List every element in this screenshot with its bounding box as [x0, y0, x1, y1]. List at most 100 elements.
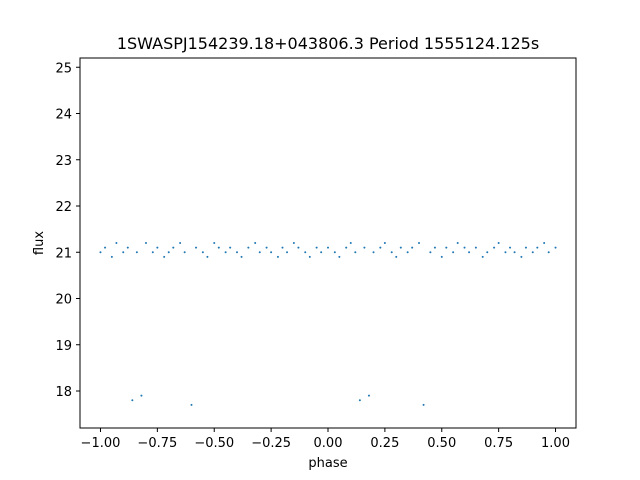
data-point — [390, 251, 393, 254]
data-point — [297, 246, 300, 249]
data-point — [520, 255, 523, 258]
data-point — [379, 246, 382, 249]
y-tick-label: 22 — [55, 200, 72, 215]
data-point — [543, 242, 546, 244]
data-point — [122, 251, 125, 254]
data-point — [354, 251, 357, 254]
data-point — [281, 246, 284, 249]
x-tick-label: −0.50 — [194, 436, 234, 451]
data-point — [110, 255, 113, 258]
data-point — [254, 242, 257, 244]
data-point — [247, 246, 250, 249]
data-point — [411, 246, 414, 249]
data-point — [183, 251, 186, 254]
x-tick-label: 0.25 — [370, 436, 399, 451]
data-point — [481, 255, 484, 258]
x-tick-label: 1.00 — [541, 436, 570, 451]
data-point — [422, 403, 425, 406]
data-point — [320, 251, 323, 254]
y-axis-label: flux — [32, 231, 47, 255]
y-tick-label: 25 — [55, 61, 72, 76]
data-point — [190, 403, 193, 406]
data-point — [304, 251, 307, 254]
data-point — [217, 246, 220, 249]
data-point — [308, 255, 311, 258]
x-axis-label: phase — [308, 456, 347, 471]
x-tick-label: −0.75 — [137, 436, 177, 451]
data-point — [372, 251, 375, 254]
x-axis-ticks: −1.00 −0.75 −0.50 −0.25 0.00 0.25 0.50 0.75 1.00 — [81, 428, 570, 451]
data-point — [358, 399, 361, 402]
data-point — [474, 246, 477, 249]
data-point — [363, 246, 366, 249]
data-point — [531, 251, 534, 254]
chart-title: 1SWASPJ154239.18+043806.3 Period 1555124… — [117, 34, 539, 53]
data-point — [131, 399, 134, 402]
data-point — [179, 242, 182, 244]
plot-area — [80, 58, 576, 428]
data-point — [395, 255, 398, 258]
data-point — [270, 251, 273, 254]
data-point — [265, 246, 268, 249]
data-point — [554, 246, 557, 249]
data-point — [258, 251, 261, 254]
y-tick-label: 21 — [55, 246, 72, 261]
data-point — [493, 246, 496, 249]
data-point — [536, 246, 539, 249]
data-point — [126, 246, 129, 249]
y-axis-ticks: 18 19 20 21 22 23 24 25 — [55, 61, 80, 400]
data-point — [224, 251, 227, 254]
data-point — [429, 251, 432, 254]
data-point — [140, 394, 143, 397]
data-point — [468, 251, 471, 254]
data-point — [333, 251, 336, 254]
data-point — [286, 251, 289, 254]
data-point — [345, 246, 348, 249]
data-point — [486, 251, 489, 254]
data-point — [463, 246, 466, 249]
data-point — [456, 242, 459, 244]
data-point — [206, 255, 209, 258]
data-point — [440, 255, 443, 258]
y-tick-label: 19 — [55, 339, 72, 354]
x-tick-label: 0.75 — [484, 436, 513, 451]
data-point — [144, 242, 147, 244]
data-point — [509, 246, 512, 249]
data-point — [513, 251, 516, 254]
data-point — [172, 246, 175, 249]
data-point — [115, 242, 118, 244]
data-point — [240, 255, 243, 258]
data-point — [135, 251, 138, 254]
data-point — [452, 251, 455, 254]
data-point — [292, 242, 295, 244]
data-point — [276, 255, 279, 258]
data-point — [418, 242, 421, 244]
data-point — [99, 251, 102, 254]
data-point — [195, 246, 198, 249]
data-point — [338, 255, 341, 258]
data-point — [235, 251, 238, 254]
data-point — [163, 255, 166, 258]
data-point — [504, 251, 507, 254]
y-tick-label: 23 — [55, 154, 72, 169]
y-tick-label: 20 — [55, 293, 72, 308]
data-point — [349, 242, 352, 244]
x-tick-label: −0.25 — [251, 436, 291, 451]
data-point — [399, 246, 402, 249]
data-points — [99, 242, 557, 406]
data-point — [547, 251, 550, 254]
data-point — [445, 246, 448, 249]
data-point — [229, 246, 232, 249]
y-tick-label: 18 — [55, 385, 72, 400]
data-point — [524, 246, 527, 249]
data-point — [327, 246, 329, 249]
data-point — [151, 251, 154, 254]
data-point — [201, 251, 204, 254]
data-point — [213, 242, 216, 244]
data-point — [104, 246, 107, 249]
data-point — [497, 242, 500, 244]
data-point — [433, 246, 436, 249]
data-point — [315, 246, 318, 249]
y-tick-label: 24 — [55, 108, 72, 123]
